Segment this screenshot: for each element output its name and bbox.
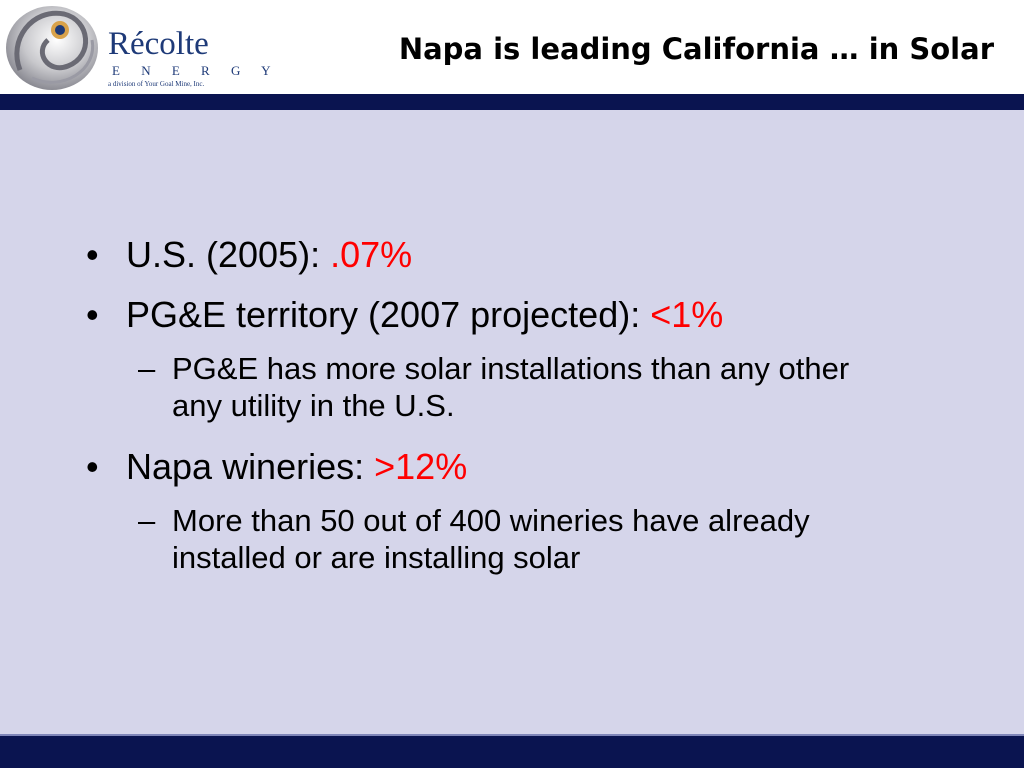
sub-bullet-text: More than 50 out of 400 wineries have al… [172,503,810,575]
bullet-list: • U.S. (2005): .07% • PG&E territory (2007… [86,234,986,598]
bullet-item: • PG&E territory (2007 projected): <1% [86,294,986,336]
slide-content-area [0,110,1024,734]
sub-bullet-dash: – [138,503,156,538]
bullet-value: >12% [374,446,468,487]
bullet-label: U.S. (2005): [126,234,331,275]
bullet-dot: • [86,446,99,487]
sub-bullet-dash: – [138,351,156,386]
bullet-dot: • [86,234,99,275]
sub-bullet-item: – More than 50 out of 400 wineries have a… [86,502,892,576]
logo-tagline: a division of Your Goal Mine, Inc. [108,80,205,88]
logo-subname: E N E R G Y [112,63,280,78]
header-divider-bar [0,94,1024,110]
slide-header: Récolte E N E R G Y a division of Your G… [0,0,1024,94]
swirl-logo-icon [6,6,98,90]
footer-bar [0,734,1024,768]
sub-bullet-item: – PG&E has more solar installations than … [86,350,892,424]
footer-divider-line [0,734,1024,736]
logo-name: Récolte [108,26,209,62]
bullet-item: • Napa wineries: >12% [86,446,986,488]
bullet-label: PG&E territory (2007 projected): [126,294,651,335]
bullet-dot: • [86,294,99,335]
bullet-item: • U.S. (2005): .07% [86,234,986,276]
sub-bullet-text: PG&E has more solar installations than a… [172,351,850,423]
bullet-value: <1% [650,294,724,335]
slide-title: Napa is leading California … in Solar [398,32,994,66]
bullet-label: Napa wineries: [126,446,375,487]
bullet-value: .07% [330,234,413,275]
